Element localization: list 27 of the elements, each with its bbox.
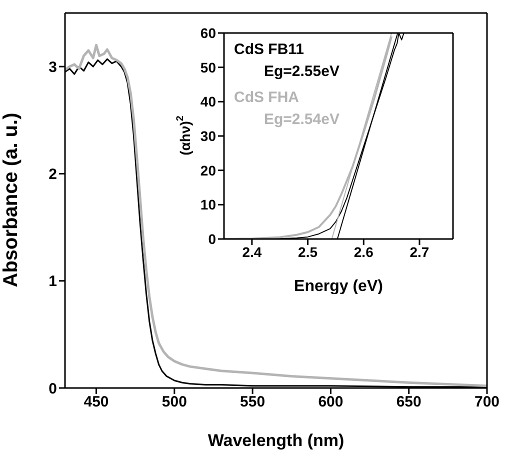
x-tick-label: 650 xyxy=(396,394,422,411)
y-tick-label: 10 xyxy=(200,196,216,213)
y-tick-label: 40 xyxy=(200,94,216,110)
y-tick-label: 0 xyxy=(48,380,57,398)
x-tick-label: 450 xyxy=(84,394,109,411)
y-axis-title: Absorbance (a. u.) xyxy=(0,112,22,288)
annotation: Eg=2.54eV xyxy=(264,111,340,128)
x-tick-label: 700 xyxy=(474,394,500,411)
x-tick-label: 550 xyxy=(240,394,266,411)
x-axis-title: Wavelength (nm) xyxy=(208,431,344,450)
x-tick-label: 2.5 xyxy=(298,244,318,260)
text: CdS FB11 xyxy=(234,41,304,58)
x-tick-label: 2.6 xyxy=(354,244,374,260)
y-tick-label: 1 xyxy=(48,273,57,290)
x-tick-label: 500 xyxy=(162,394,187,411)
y-tick-label: 2 xyxy=(48,166,57,184)
text: CdS FHA xyxy=(234,89,300,106)
x-tick-label: 600 xyxy=(318,394,344,411)
y-tick-label: 50 xyxy=(200,59,216,76)
y-tick-label: 60 xyxy=(200,24,216,41)
annotation: Eg=2.55eV xyxy=(264,63,340,80)
x-tick-label: 2.4 xyxy=(242,244,262,260)
x-tick-label: 2.7 xyxy=(410,244,430,260)
y-tick-label: 0 xyxy=(208,230,216,247)
y-tick-label: 30 xyxy=(200,128,216,144)
y-tick-label: 20 xyxy=(200,162,216,178)
y-tick-label: 3 xyxy=(48,58,57,76)
